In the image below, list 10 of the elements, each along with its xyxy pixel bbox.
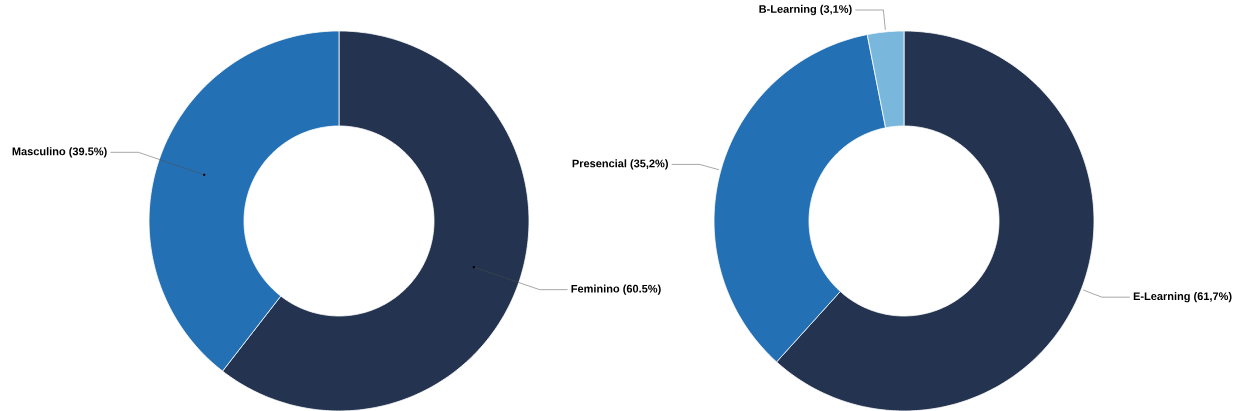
slice-label: Masculino bbox=[12, 147, 66, 156]
slice-label: Feminino bbox=[571, 284, 620, 293]
data-label: (61,7%) bbox=[1194, 292, 1232, 303]
data-label: (35,2%) bbox=[630, 159, 668, 170]
slice-label: Presencial bbox=[572, 159, 627, 168]
slice-label: E-Learning bbox=[1133, 292, 1190, 303]
slice-label: B-Learning bbox=[759, 4, 816, 16]
data-label: (39.5%) bbox=[69, 147, 107, 158]
data-label: (3,1%) bbox=[820, 4, 852, 16]
data-label: (60.5%) bbox=[623, 284, 661, 295]
